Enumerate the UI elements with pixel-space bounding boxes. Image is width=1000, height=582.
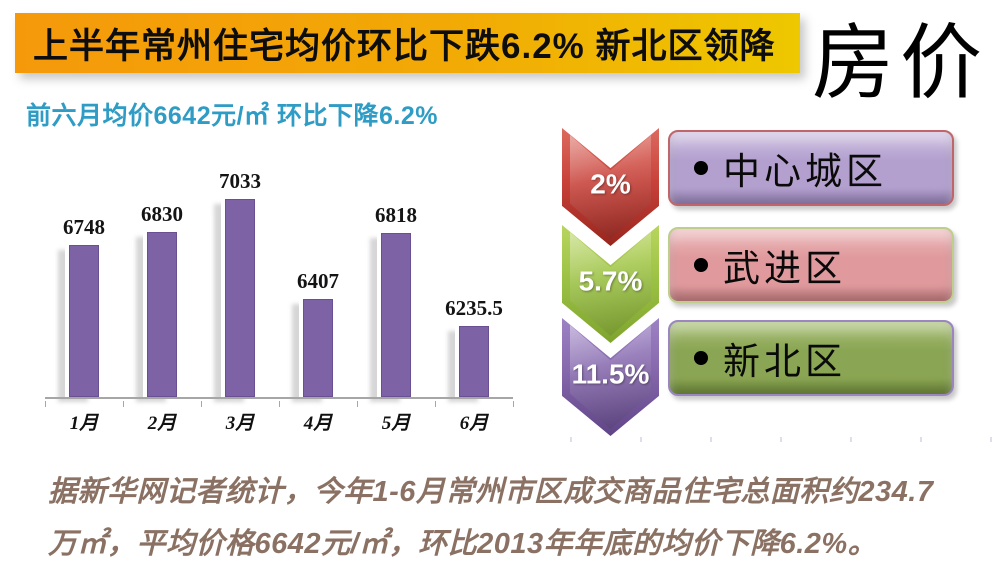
x-tick-label: 6月 — [459, 413, 489, 434]
bar-m2 — [147, 232, 177, 397]
region-label: 武进区 — [723, 249, 846, 290]
summary-paragraph: 据新华网记者统计，今年1-6月常州市区成交商品住宅总面积约234.7 万㎡，平均… — [48, 466, 978, 570]
bar-value-label: 7033 — [219, 169, 261, 193]
summary-line-1: 据新华网记者统计，今年1-6月常州市区成交商品住宅总面积约234.7 — [48, 476, 934, 508]
x-axis-labels: 1月 2月 3月 4月 5月 6月 — [45, 408, 513, 435]
region-label: 中心城区 — [723, 152, 887, 193]
bar-column-3: 7033 — [201, 169, 279, 397]
down-arrow-icon: 2% — [562, 128, 659, 246]
summary-line-2: 万㎡，平均价格6642元/㎡，环比2013年年底的均价下降6.2%。 — [48, 528, 878, 560]
decline-percent: 5.7% — [578, 265, 643, 297]
x-tick-label: 1月 — [69, 413, 99, 434]
bar-value-label: 6235.5 — [445, 296, 503, 320]
bar-value-label: 6818 — [375, 203, 417, 227]
faint-gridline — [570, 437, 1000, 442]
bar-column-2: 6830 — [123, 202, 201, 397]
title-banner: 上半年常州住宅均价环比下跌6.2% 新北区领降 — [15, 13, 800, 73]
down-arrow-icon: 5.7% — [562, 225, 659, 343]
x-tick-label: 3月 — [225, 413, 255, 434]
chart-subtitle: 前六月均价6642元/㎡ 环比下降6.2% — [26, 102, 438, 130]
bar-value-label: 6830 — [141, 202, 183, 226]
decline-percent: 2% — [590, 168, 631, 200]
region-box-wujin: 武进区 — [668, 227, 954, 303]
bar-m3 — [225, 199, 255, 397]
region-box-central: 中心城区 — [668, 130, 954, 206]
x-tick-label: 4月 — [303, 413, 333, 434]
region-box-xinbei: 新北区 — [668, 320, 954, 396]
bullet-icon — [694, 351, 708, 365]
bar-column-4: 6407 — [279, 269, 357, 397]
bullet-icon — [694, 161, 708, 175]
bar-value-label: 6748 — [63, 215, 105, 239]
brand-title: 房价 — [811, 18, 988, 109]
page-title: 上半年常州住宅均价环比下跌6.2% 新北区领降 — [33, 26, 776, 66]
decline-percent: 11.5% — [571, 358, 650, 390]
x-tick-label: 5月 — [381, 413, 411, 434]
region-label: 新北区 — [723, 342, 846, 383]
bar-column-6: 6235.5 — [435, 296, 513, 397]
bar-m6 — [459, 326, 489, 397]
bar-column-1: 6748 — [45, 215, 123, 397]
bar-m5 — [381, 233, 411, 397]
bar-value-label: 6407 — [297, 269, 339, 293]
bar-m1 — [69, 245, 99, 397]
x-tick-label: 2月 — [147, 413, 177, 434]
x-axis — [45, 397, 514, 407]
bar-m4 — [303, 299, 333, 397]
monthly-price-bar-chart: 6748 6830 7033 6407 6818 6235.5 — [45, 153, 514, 435]
plot-area: 6748 6830 7033 6407 6818 6235.5 — [45, 153, 513, 397]
bullet-icon — [694, 258, 708, 272]
bar-column-5: 6818 — [357, 203, 435, 397]
